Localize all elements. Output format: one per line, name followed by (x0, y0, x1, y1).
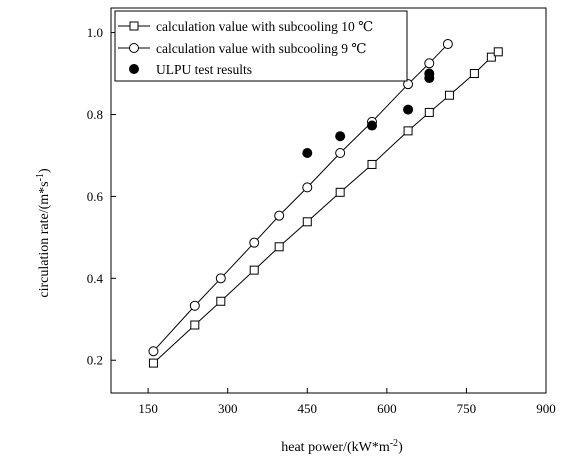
legend-marker-open-square (129, 21, 139, 31)
y-tick-label-0.8: 0.8 (87, 107, 103, 122)
series-1 (148, 39, 453, 357)
series-1-point-1 (189, 300, 200, 311)
series-1-point-3 (249, 237, 260, 248)
legend-label-ulpu: ULPU test results (156, 62, 252, 77)
series-2-point-2 (367, 120, 377, 131)
series-0-point-10 (444, 90, 454, 100)
legend-marker-open-circle (129, 43, 139, 53)
series-0-point-6 (335, 187, 345, 197)
series-0-point-1 (190, 320, 200, 330)
series-0-point-9 (424, 107, 434, 117)
y-axis-title: circulation rate/(m*s-1) (35, 168, 53, 298)
series-2-point-3 (403, 104, 414, 115)
series-2 (302, 68, 435, 158)
y-axis-title-sup: -1 (35, 173, 46, 181)
series-2-point-1 (335, 131, 346, 142)
series-1-point-8 (403, 79, 414, 90)
legend: calculation value with subcooling 10 ℃ c… (114, 10, 408, 82)
series-0-point-8 (403, 126, 413, 136)
x-axis-title-sup: -2 (390, 438, 398, 449)
series-2-point-5 (424, 68, 435, 79)
plot-frame (110, 7, 547, 394)
legend-label-subcooling-9: calculation value with subcooling 9 ℃ (156, 41, 366, 56)
x-axis-title: heat power/(kW*m-2) (281, 438, 403, 456)
y-axis-title-base: circulation rate/(m*s (37, 181, 52, 297)
x-tick-label-300: 300 (218, 401, 238, 416)
legend-label-subcooling-10: calculation value with subcooling 10 ℃ (156, 19, 373, 34)
series-1-point-4 (274, 210, 285, 221)
series-0-point-11 (469, 69, 479, 79)
series-0-point-4 (274, 242, 284, 252)
series-2-point-0 (302, 147, 313, 158)
legend-item-subcooling-9: calculation value with subcooling 9 ℃ (118, 41, 366, 56)
series-1-point-5 (302, 182, 313, 193)
series-1-point-10 (442, 39, 453, 50)
series-0-point-7 (367, 159, 377, 169)
x-tick-label-450: 450 (298, 401, 318, 416)
y-tick-label-0.2: 0.2 (87, 353, 103, 368)
y-tick-label-0.4: 0.4 (87, 271, 104, 286)
legend-marker-filled-circle (129, 64, 139, 74)
y-axis-title-tail: ) (37, 168, 52, 173)
series-0-point-13 (493, 47, 503, 57)
series-1-point-2 (215, 273, 226, 284)
x-axis-title-base: heat power/(kW*m (281, 440, 390, 455)
legend-box (114, 10, 408, 82)
x-tick-label-900: 900 (536, 401, 556, 416)
y-tick-label-0.6: 0.6 (87, 189, 104, 204)
series-1-point-0 (148, 346, 159, 357)
series-0-point-3 (249, 265, 259, 275)
ticks-layer: 150 300 450 600 750 900 0.2 0.4 0.6 0.8 1.0 (87, 25, 556, 416)
x-axis-title-tail: ) (398, 440, 403, 455)
series-0 (148, 47, 503, 368)
series-0-point-12 (486, 52, 496, 62)
x-tick-label-150: 150 (138, 401, 158, 416)
series-layer (148, 39, 503, 368)
legend-item-ulpu: ULPU test results (129, 62, 252, 77)
series-0-point-5 (302, 217, 312, 227)
series-0-point-0 (148, 358, 158, 368)
legend-item-subcooling-10: calculation value with subcooling 10 ℃ (118, 19, 373, 34)
y-tick-label-1: 1.0 (87, 25, 103, 40)
x-tick-label-600: 600 (377, 401, 397, 416)
series-1-point-9 (424, 58, 435, 69)
x-tick-label-750: 750 (457, 401, 477, 416)
series-1-point-6 (335, 147, 346, 158)
series-0-point-2 (216, 296, 226, 306)
